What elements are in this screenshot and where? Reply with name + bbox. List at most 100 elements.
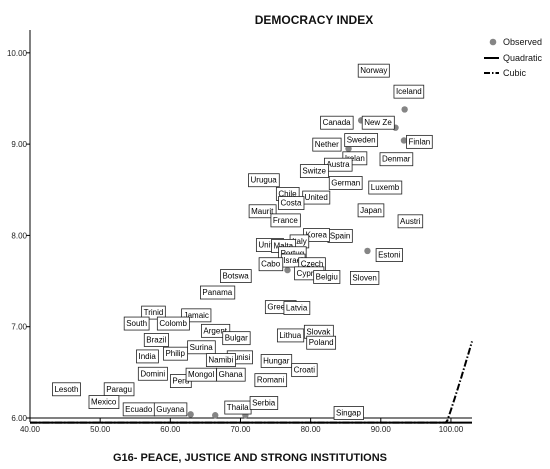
point-label-text: Czech (301, 260, 324, 269)
point-label-text: Italy (292, 237, 307, 246)
point-label: Nether (312, 137, 342, 152)
point-label-box (123, 316, 150, 331)
x-tick-label: 50.00 (90, 425, 111, 434)
data-point (212, 412, 219, 419)
point-label: Guyana (153, 402, 188, 417)
point-label-box (52, 382, 81, 397)
point-label-text: Croati (294, 366, 316, 375)
point-label-box (299, 164, 329, 178)
point-label-box (333, 406, 364, 420)
point-label-box (205, 353, 236, 367)
x-axis-title: G16- PEACE, JUSTICE AND STRONG INSTITUTI… (113, 452, 387, 464)
point-label-box (406, 134, 433, 149)
point-label-box (276, 328, 305, 343)
point-label: Mongol (185, 367, 217, 382)
legend-observed-marker (489, 38, 497, 46)
point-label: Sweden (344, 133, 379, 147)
point-label-text: Mongol (188, 370, 214, 379)
chart-legend: Observed Quadratic Cubic (484, 37, 543, 78)
point-label-text: Paragu (106, 385, 132, 394)
point-label: Norway (357, 63, 390, 78)
point-label-text: Nether (315, 140, 339, 149)
point-label-text: Cyprus (297, 269, 322, 278)
point-label-text: Bulgar (225, 334, 248, 343)
point-label-text: Japan (360, 206, 382, 215)
point-label-text: Tunisi (229, 353, 250, 362)
legend-quadratic-label: Quadratic (503, 53, 543, 63)
point-label-box (344, 133, 379, 147)
x-tick-label: 60.00 (160, 425, 181, 434)
point-label-box (313, 270, 341, 284)
point-label-text: Cabo (261, 260, 281, 269)
point-label-text: Urugua (251, 176, 278, 185)
y-tick-label: 7.00 (11, 323, 27, 332)
point-label: Belgiu (313, 270, 341, 284)
point-label: Thaila (224, 400, 252, 415)
data-point (364, 247, 371, 255)
point-label-text: Poland (309, 338, 334, 347)
point-label-text: Jamaic (184, 311, 209, 320)
point-label: Philip (163, 346, 188, 361)
point-label-box (278, 196, 305, 210)
point-label-text: Malta (273, 241, 293, 250)
point-label-text: Hungar (263, 356, 290, 365)
point-label: Serbia (249, 396, 279, 410)
point-label: Panama (200, 285, 236, 300)
point-label-text: Estoni (378, 251, 400, 260)
point-label: Croati (291, 363, 318, 378)
point-label-text: Lesoth (54, 385, 78, 394)
point-label-text: Colomb (159, 319, 187, 328)
point-label-box (283, 301, 311, 315)
point-label-text: Slovak (306, 327, 331, 336)
point-label: Domini (137, 366, 168, 381)
point-label: Lesoth (52, 382, 81, 397)
point-label: Iceland (393, 84, 425, 99)
point-label-text: Peru (172, 377, 189, 386)
data-point (401, 106, 408, 113)
point-label-text: Iceland (396, 87, 422, 96)
point-label-box (357, 63, 390, 78)
point-label-text: Belgiu (316, 272, 338, 281)
point-label-text: India (138, 352, 156, 361)
chart-title: DEMOCRACY INDEX (255, 13, 373, 27)
point-label-text: Norway (360, 66, 387, 75)
point-label-text: Serbia (252, 398, 276, 407)
point-label-box (361, 115, 395, 130)
point-label: Lithua (276, 328, 305, 343)
fit-lines (30, 341, 473, 424)
point-label-text: Korea (306, 230, 328, 239)
point-label-box (136, 349, 159, 364)
point-label-text: Denmar (382, 155, 411, 164)
legend-cubic-label: Cubic (503, 68, 527, 78)
point-label: Trinid (141, 305, 166, 320)
point-label: Canada (320, 115, 354, 130)
point-label-box (312, 137, 342, 152)
point-label: Paragu (103, 382, 135, 397)
point-label: India (136, 349, 159, 364)
point-label-text: Philip (165, 349, 185, 358)
x-tick-label: 80.00 (301, 425, 322, 434)
point-label-text: Botswa (222, 272, 249, 281)
point-label: France (270, 213, 301, 228)
point-label-box (260, 354, 293, 368)
point-label-text: Ecuado (125, 405, 153, 414)
point-label-text: Maurit (251, 207, 274, 216)
point-label-text: Switze (302, 167, 326, 176)
point-label-text: Sweden (347, 136, 376, 145)
data-point (187, 411, 194, 418)
point-label: Ghana (216, 367, 246, 382)
point-label-box (306, 335, 337, 350)
point-label-box (393, 84, 425, 99)
point-label-box (156, 316, 190, 331)
point-label-text: New Ze (364, 118, 392, 127)
point-label-text: Austra (326, 160, 350, 169)
x-tick-label: 70.00 (230, 425, 251, 434)
point-label-box (143, 333, 169, 347)
point-label-box (397, 214, 424, 229)
point-label-text: Panama (202, 288, 232, 297)
point-label: South (123, 316, 150, 331)
point-label-text: Chile (278, 189, 297, 198)
point-label-box (200, 285, 236, 300)
point-label-text: Finlan (408, 137, 430, 146)
